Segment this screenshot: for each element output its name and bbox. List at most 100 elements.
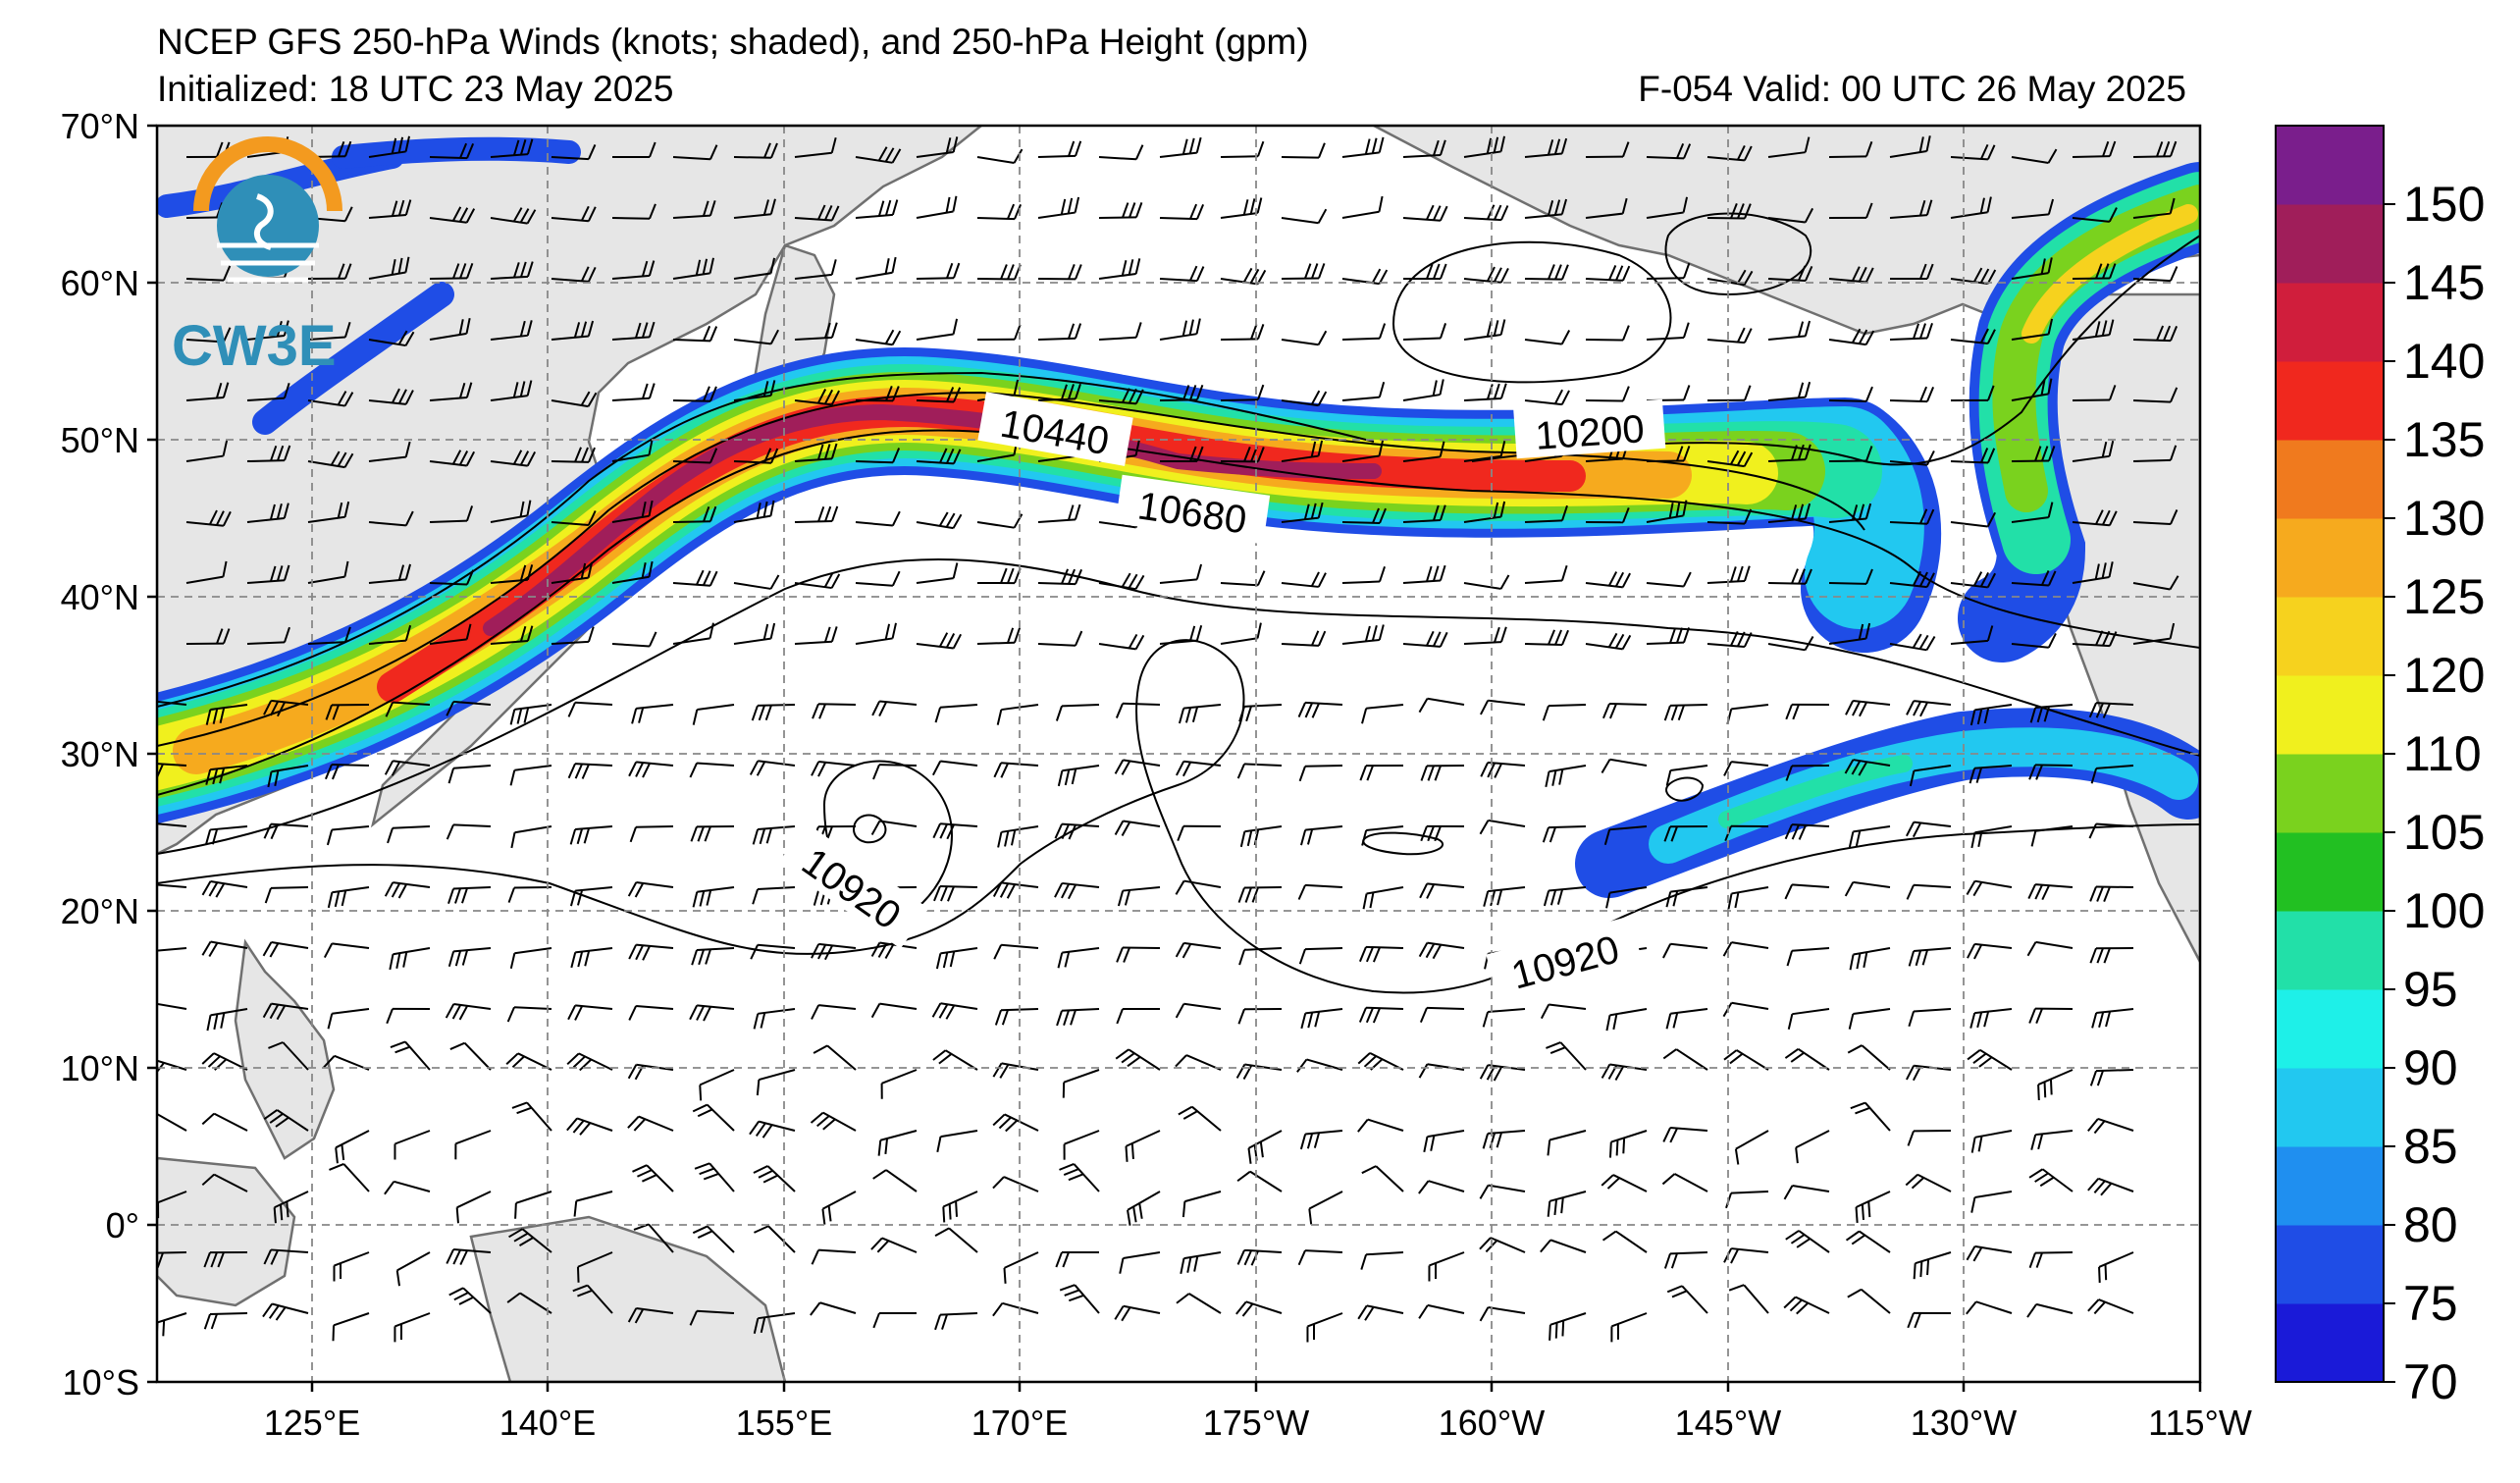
wind-barb-feather	[1236, 1170, 1251, 1183]
wind-barb	[1731, 761, 1769, 767]
wind-barb-feather	[1661, 1173, 1676, 1186]
wind-barb-feather	[276, 1005, 287, 1021]
wind-barb-feather	[1987, 144, 1996, 160]
wind-barb-feather	[2034, 884, 2043, 900]
wind-barb-feather	[816, 444, 824, 460]
wind-barb-feather	[871, 701, 881, 716]
wind-barb-feather	[813, 1044, 828, 1054]
wind-barb-feather	[2040, 379, 2046, 396]
wind-barb-feather	[1004, 830, 1010, 847]
wind-barb	[1428, 1180, 1465, 1192]
colorbar-swatch	[2276, 440, 2384, 519]
wind-barb	[2035, 940, 2074, 949]
wind-barb	[1549, 1003, 1587, 1010]
wind-barb-feather	[2047, 318, 2054, 335]
colorbar-swatch	[2276, 832, 2384, 912]
wind-barb	[733, 339, 771, 345]
wind-barb-feather	[519, 564, 527, 581]
wind-barb-feather	[1734, 892, 1740, 909]
wind-barb-feather	[1977, 1136, 1983, 1152]
wind-barb-feather	[952, 136, 959, 153]
wind-barb-feather	[1736, 450, 1747, 466]
wind-barb-feather	[952, 633, 963, 649]
wind-barb-feather	[1257, 570, 1266, 586]
wind-barb-feather	[1669, 627, 1677, 644]
wind-barb-feather	[325, 705, 333, 720]
wind-barb-feather	[1117, 890, 1125, 907]
wind-barb-feather	[2170, 509, 2179, 525]
wind-barb-feather	[753, 1317, 760, 1334]
wind-barb-feather	[1969, 768, 1976, 784]
wind-barb-feather	[1363, 1055, 1378, 1068]
wind-barb-feather	[1068, 264, 1076, 280]
wind-barb-feather	[945, 633, 956, 649]
wind-barb-feather	[1318, 142, 1326, 158]
wind-barb-feather	[446, 701, 455, 716]
contour-labels: 10440 10680 10200 10920 10920	[778, 392, 1666, 1002]
wind-barb-feather	[512, 382, 519, 398]
wind-barb-feather	[2047, 148, 2058, 164]
wind-barb-feather	[769, 500, 775, 516]
wind-barb-feather	[449, 1041, 465, 1050]
colorbar-swatch	[2276, 911, 2384, 990]
wind-barb-feather	[1743, 451, 1754, 467]
wind-barb-feather	[1554, 1322, 1558, 1339]
wind-barb	[514, 765, 552, 771]
wind-barb	[818, 1004, 857, 1010]
wind-barb-feather	[810, 1111, 824, 1124]
wind-barb-feather	[1364, 1306, 1375, 1321]
wind-barb-feather	[1007, 264, 1015, 280]
wind-barb-feather	[1804, 136, 1811, 153]
wind-barb-feather	[384, 760, 394, 775]
wind-barb-feather	[1665, 891, 1672, 908]
wind-barb	[1950, 521, 1988, 528]
wind-barb-feather	[1858, 329, 1868, 344]
wind-barb-feather	[2169, 622, 2176, 639]
wind-barb	[1743, 1284, 1769, 1314]
wind-barb	[1366, 1251, 1404, 1256]
wind-barb-feather	[1795, 1147, 1799, 1164]
wind-barb-feather	[1907, 1131, 1915, 1146]
wind-barb-feather	[2102, 703, 2111, 718]
wind-barb-feather	[703, 386, 710, 401]
logo-text: CW3E	[172, 314, 337, 378]
wind-barb-feather	[1546, 1041, 1561, 1049]
wind-barb-feather	[1124, 889, 1131, 906]
wind-barb-feather	[691, 949, 699, 966]
wind-barb-feather	[1500, 205, 1509, 221]
wind-barb	[1243, 947, 1283, 951]
wind-barb-feather	[1178, 708, 1185, 724]
wind-barb-feather	[709, 622, 714, 639]
wind-barb-feather	[1558, 768, 1564, 785]
wind-barb-feather	[1669, 1128, 1679, 1143]
wind-barb-feather	[2037, 1134, 2044, 1150]
wind-barb-feather	[1865, 140, 1873, 157]
wind-barb-feather	[1176, 1293, 1190, 1304]
colorbar-swatch	[2276, 126, 2384, 205]
wind-barb-feather	[2034, 446, 2042, 462]
wind-barb-feather	[1195, 624, 1203, 641]
wind-barb	[1426, 1006, 1465, 1010]
wind-barb	[635, 825, 674, 828]
wind-barb-feather	[219, 768, 226, 784]
wind-barb-feather	[572, 1284, 589, 1293]
wind-barb-feather	[945, 512, 956, 528]
wind-barb-feather	[1310, 390, 1321, 405]
wind-barb-feather	[1918, 634, 1929, 650]
wind-barb-feather	[572, 1120, 585, 1134]
colorbar-label: 140	[2403, 334, 2485, 389]
wind-barb-feather	[458, 1296, 474, 1305]
wind-barb	[672, 520, 711, 523]
wind-barb-feather	[2094, 321, 2101, 338]
wind-barb-feather	[1195, 136, 1202, 153]
wind-barb	[940, 1130, 978, 1139]
wind-barb-feather	[207, 1055, 221, 1068]
wind-barb-feather	[1365, 946, 1374, 963]
wind-barb-feather	[157, 1062, 165, 1074]
wind-barb-feather	[1978, 1056, 1993, 1068]
wind-barb-feather	[934, 707, 942, 723]
wind-barb-feather	[1796, 1301, 1810, 1315]
wind-barb	[758, 943, 796, 949]
wind-barb-feather	[1986, 269, 1997, 285]
wind-barb-feather	[567, 1004, 577, 1021]
